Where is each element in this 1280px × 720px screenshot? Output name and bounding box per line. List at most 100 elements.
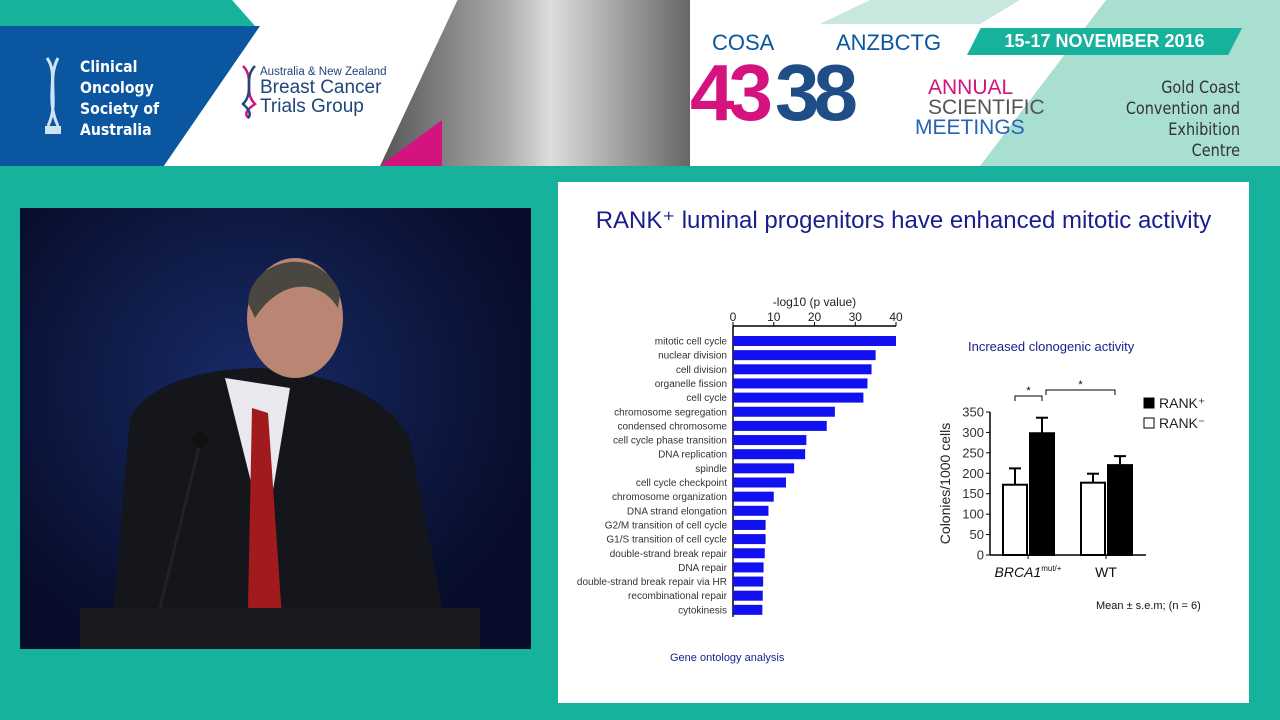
category-label: chromosome organization bbox=[612, 492, 727, 503]
x-tick-label: 30 bbox=[849, 310, 863, 324]
category-label: G1/S transition of cell cycle bbox=[606, 535, 727, 546]
bar bbox=[733, 562, 764, 573]
anzbctg-number: 38 bbox=[774, 48, 858, 137]
bar bbox=[733, 604, 763, 615]
meeting-numbers: 43 38 bbox=[690, 48, 858, 138]
y-tick-label: 50 bbox=[970, 527, 984, 542]
cosa-label: COSA bbox=[712, 30, 775, 55]
bar bbox=[733, 534, 766, 545]
bar bbox=[733, 519, 766, 530]
bar bbox=[1029, 432, 1055, 556]
y-tick-label: 0 bbox=[977, 548, 984, 563]
category-label: condensed chromosome bbox=[617, 421, 727, 432]
category-label: G2/M transition of cell cycle bbox=[605, 520, 728, 531]
y-tick-label: 250 bbox=[962, 445, 984, 460]
category-label: double-strand break repair via HR bbox=[577, 577, 727, 588]
legend-label: RANK⁺ bbox=[1159, 395, 1205, 411]
gene-ontology-caption: Gene ontology analysis bbox=[670, 652, 785, 664]
slide-title: RANK⁺ luminal progenitors have enhanced … bbox=[595, 207, 1212, 234]
org-line: Trials Group bbox=[260, 96, 364, 117]
bar bbox=[733, 449, 806, 460]
category-label: DNA repair bbox=[678, 563, 728, 574]
org-line: Society of bbox=[80, 99, 160, 118]
annual-text: ANNUAL bbox=[928, 76, 1014, 99]
y-axis-label: Colonies/1000 cells bbox=[937, 423, 953, 544]
org-line: Breast Cancer bbox=[260, 77, 382, 98]
anzbctg-region: Australia & New Zealand bbox=[260, 66, 387, 78]
bar bbox=[733, 406, 835, 417]
slide-charts: Gene ontology analysis Increased clonoge… bbox=[577, 295, 1205, 664]
category-label: DNA replication bbox=[658, 450, 727, 461]
meetings-text: MEETINGS bbox=[915, 116, 1025, 139]
speaker-figure bbox=[80, 258, 480, 649]
gene-ontology-chart: -log10 (p value) 0 10 20 30 40 mitotic cell cy… bbox=[577, 295, 903, 617]
x-tick-label: 10 bbox=[767, 310, 781, 324]
venue-line: Convention and bbox=[1125, 99, 1240, 119]
category-label: organelle fission bbox=[655, 379, 727, 390]
anzbctg-name: Breast Cancer Trials Group bbox=[260, 78, 381, 116]
date-badge: 15-17 NOVEMBER 2016 bbox=[967, 28, 1242, 55]
bar bbox=[733, 576, 764, 587]
bar bbox=[1080, 481, 1106, 557]
x-tick-label: 40 bbox=[889, 310, 903, 324]
cosa-number: 43 bbox=[690, 48, 773, 137]
bar bbox=[733, 435, 807, 446]
significance-star: * bbox=[1026, 385, 1031, 397]
y-tick-label: 100 bbox=[962, 507, 984, 522]
y-tick-label: 300 bbox=[962, 425, 984, 440]
category-label: recombinational repair bbox=[628, 591, 728, 602]
y-tick-label: 200 bbox=[962, 466, 984, 481]
x-tick-label: 0 bbox=[730, 310, 737, 324]
bar bbox=[733, 392, 864, 403]
category-label: nuclear division bbox=[658, 351, 727, 362]
category-label: cell division bbox=[676, 365, 727, 376]
category-label: cell cycle bbox=[686, 393, 727, 404]
org-line: Oncology bbox=[80, 78, 154, 97]
venue-line: Gold Coast bbox=[1161, 78, 1240, 98]
y-tick-label: 150 bbox=[962, 486, 984, 501]
significance-bracket bbox=[1014, 395, 1043, 401]
x-tick-label: BRCA1mut/+ bbox=[995, 564, 1062, 580]
org-line: Clinical bbox=[80, 57, 138, 76]
dna-icon bbox=[241, 65, 257, 119]
x-axis-label: -log10 (p value) bbox=[773, 295, 856, 309]
cosa-logo-icon bbox=[45, 57, 61, 134]
y-tick-label: 350 bbox=[962, 405, 984, 420]
x-tick-label: 20 bbox=[808, 310, 822, 324]
category-label: double-strand break repair bbox=[610, 549, 728, 560]
category-label: chromosome segregation bbox=[614, 407, 727, 418]
bar bbox=[733, 590, 763, 601]
bar bbox=[733, 491, 774, 502]
clonogenic-subtitle: Increased clonogenic activity bbox=[968, 339, 1135, 354]
bar bbox=[733, 378, 868, 389]
significance-bracket bbox=[1045, 389, 1116, 395]
cosa-name: Clinical Oncology Society of Australia bbox=[80, 56, 159, 140]
significance-star: * bbox=[1078, 379, 1083, 391]
mint-stripe bbox=[820, 0, 1020, 24]
x-tick-label: WT bbox=[1095, 564, 1117, 580]
scientific-text: SCIENTIFIC bbox=[928, 96, 1045, 119]
anzbctg-label: ANZBCTG bbox=[836, 30, 942, 55]
category-label: DNA strand elongation bbox=[627, 506, 727, 517]
bar bbox=[733, 477, 786, 488]
legend-label: RANK⁻ bbox=[1159, 415, 1205, 431]
bar bbox=[733, 548, 765, 559]
venue: Gold Coast Convention and Exhibition Cen… bbox=[1121, 78, 1240, 162]
bar bbox=[733, 364, 872, 375]
venue-line: Exhibition Centre bbox=[1168, 120, 1240, 161]
bar bbox=[733, 420, 827, 431]
org-line: Australia bbox=[80, 120, 152, 139]
banner-stripe bbox=[0, 0, 255, 26]
speaker-video bbox=[20, 208, 531, 649]
category-label: cytokinesis bbox=[678, 605, 727, 616]
bar bbox=[733, 336, 896, 346]
category-label: cell cycle checkpoint bbox=[636, 478, 727, 489]
bar bbox=[733, 505, 769, 516]
bar bbox=[733, 350, 876, 361]
category-label: cell cycle phase transition bbox=[613, 436, 727, 447]
legend-swatch bbox=[1143, 417, 1155, 429]
bar bbox=[1002, 483, 1028, 556]
category-label: mitotic cell cycle bbox=[655, 337, 728, 348]
stats-note: Mean ± s.e.m; (n = 6) bbox=[1096, 600, 1201, 612]
clonogenic-chart: Colonies/1000 cells 0 50 100 150 200 250 300 350… bbox=[937, 379, 1205, 580]
